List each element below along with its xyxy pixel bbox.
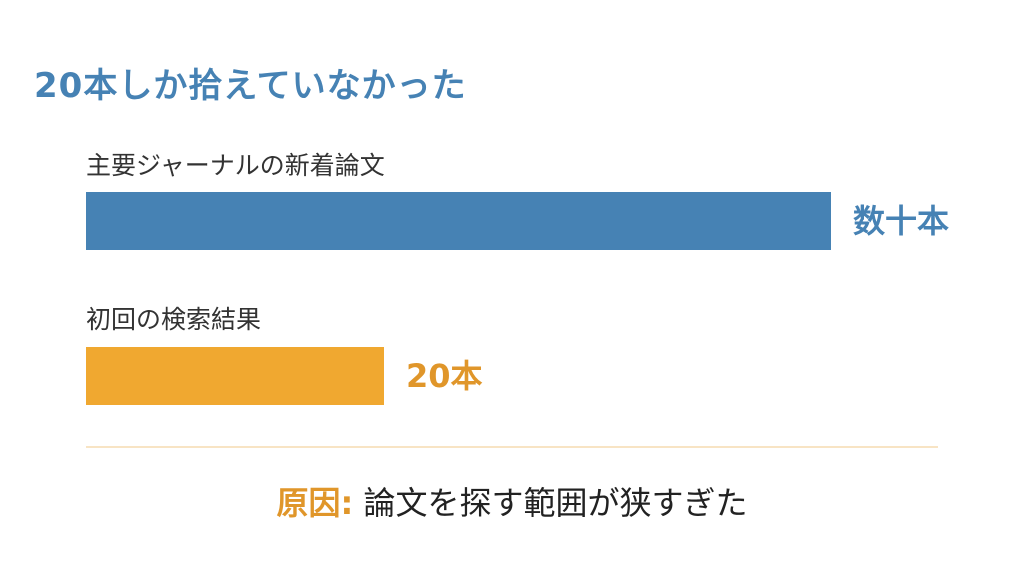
- bar-journals: [86, 192, 831, 250]
- cause-label: 原因:: [276, 484, 354, 522]
- chart-title: 20本しか拾えていなかった: [34, 66, 467, 106]
- cause-text: 論文を探す範囲が狭すぎた: [363, 484, 748, 522]
- bar-label-initial-search: 初回の検索結果: [86, 305, 262, 334]
- bar-value-initial-search: 20本: [406, 357, 483, 395]
- bar-initial-search: [86, 347, 384, 405]
- bar-label-journals: 主要ジャーナルの新着論文: [86, 151, 385, 180]
- cause-line: 原因: 論文を探す範囲が狭すぎた: [0, 478, 1024, 524]
- divider: [86, 446, 938, 448]
- bar-value-journals: 数十本: [853, 202, 950, 240]
